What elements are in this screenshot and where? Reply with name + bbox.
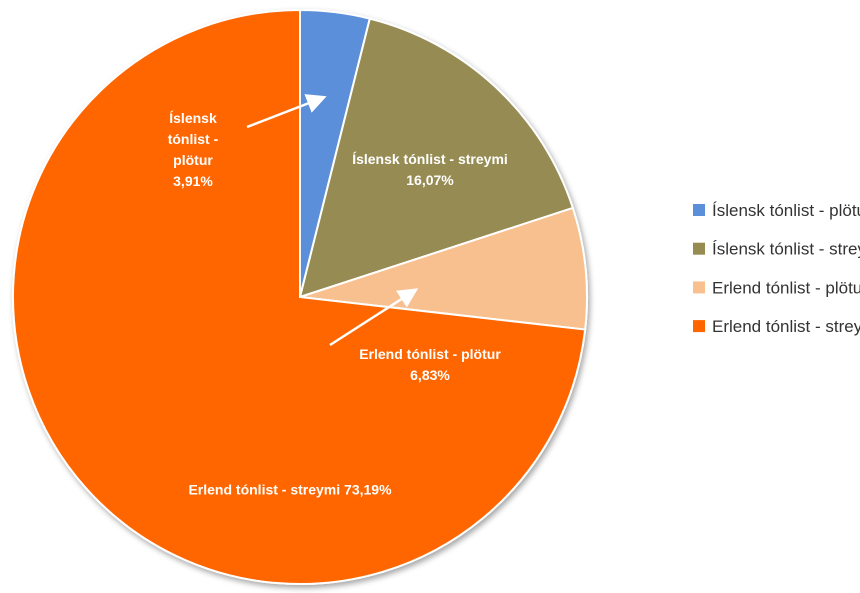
- label-value: 3,91%: [173, 173, 213, 189]
- legend: Íslensk tónlist - plötur Íslensk tónlist …: [693, 201, 860, 336]
- legend-swatch: [693, 204, 705, 216]
- legend-label: Erlend tónlist - plötur: [712, 278, 860, 297]
- data-label: Íslensk tónlist - streymi 16,07%: [350, 149, 510, 191]
- label-category: Erlend tónlist - streymi: [188, 481, 341, 498]
- data-label: Íslensk tónlist - plötur 3,91%: [158, 108, 228, 192]
- arrow: [246, 94, 327, 129]
- legend-swatch: [693, 320, 705, 333]
- pie-slice: [12, 8, 587, 585]
- label-category: Íslensk tónlist - plötur: [167, 110, 219, 168]
- legend-label: Erlend tónlist - streymi: [712, 317, 860, 336]
- legend-label: Íslensk tónlist - plötur: [712, 201, 860, 220]
- pie: [12, 8, 588, 585]
- label-category: Íslensk tónlist - streymi: [352, 151, 508, 167]
- pie-slice: [298, 17, 575, 299]
- label-value: 16,07%: [406, 172, 454, 188]
- label-category: Erlend tónlist - plötur: [359, 346, 501, 362]
- label-value: 6,83%: [410, 367, 450, 383]
- data-label: Erlend tónlist - plötur 6,83%: [350, 344, 510, 386]
- legend-swatch: [693, 242, 705, 255]
- arrow: [329, 288, 419, 347]
- data-label: Erlend tónlist - streymi 73,19%: [175, 480, 405, 501]
- legend-label: Íslensk tónlist - streymi: [712, 240, 860, 259]
- pie-slice: [299, 206, 588, 331]
- legend-swatch: [693, 281, 705, 294]
- label-value: 73,19%: [344, 481, 392, 498]
